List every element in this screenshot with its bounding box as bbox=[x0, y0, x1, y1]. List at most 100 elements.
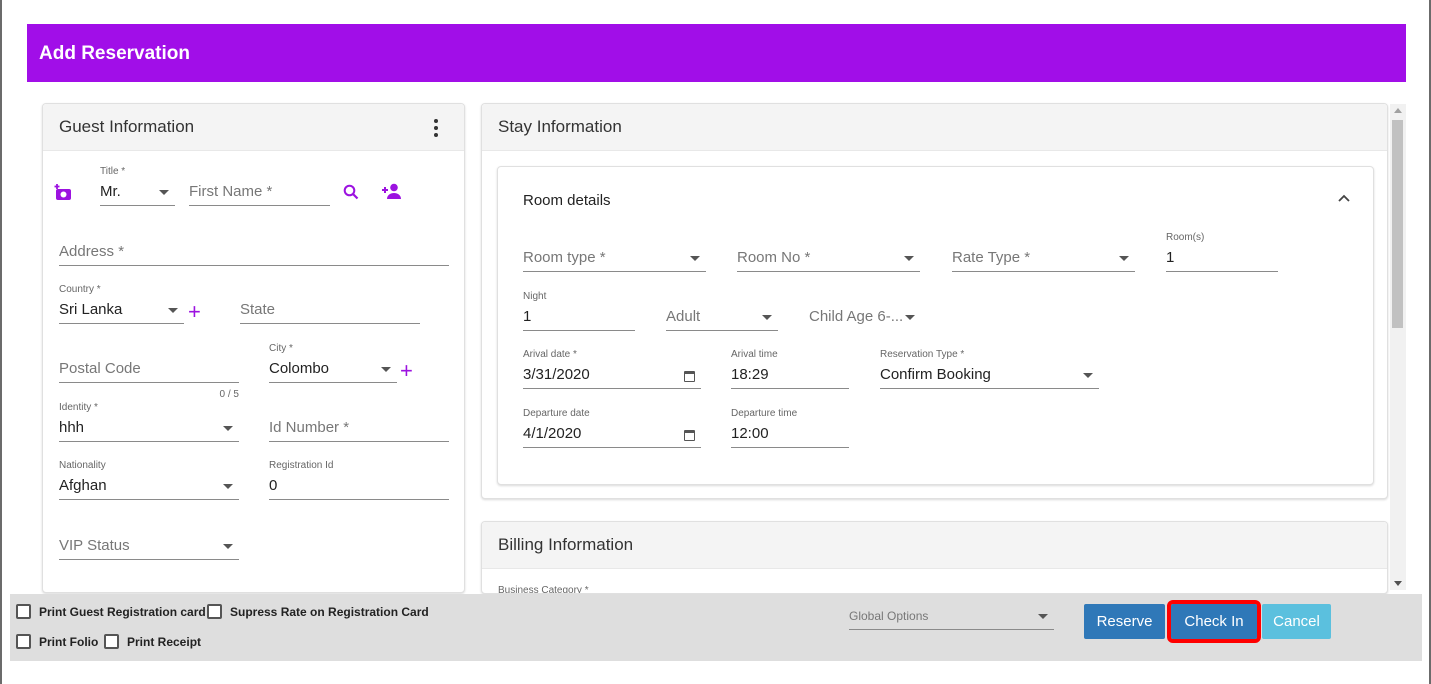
billing-information-header: Billing Information bbox=[482, 522, 1387, 569]
registration-id-value: 0 bbox=[269, 477, 278, 494]
print-guest-registration-label: Print Guest Registration card bbox=[39, 604, 206, 619]
checkbox-icon[interactable] bbox=[104, 634, 119, 649]
state-input[interactable]: State bbox=[240, 284, 420, 324]
dialog-header: Add Reservation bbox=[27, 24, 1406, 82]
departure-date-label: Departure date bbox=[523, 408, 590, 419]
postal-code-placeholder: Postal Code bbox=[59, 360, 141, 377]
check-in-button[interactable]: Check In bbox=[1167, 600, 1261, 643]
reservation-type-label: Reservation Type * bbox=[880, 349, 965, 360]
postal-code-input[interactable]: Postal Code 0 / 5 bbox=[59, 343, 239, 400]
departure-date-input[interactable]: Departure date 4/1/2020 bbox=[523, 408, 701, 448]
checkbox-icon[interactable] bbox=[16, 604, 31, 619]
arrival-time-label: Arival time bbox=[731, 349, 778, 360]
room-no-placeholder: Room No * bbox=[737, 249, 811, 266]
rate-type-select[interactable]: Rate Type * bbox=[952, 232, 1135, 272]
dialog-title: Add Reservation bbox=[39, 43, 190, 64]
registration-id-input[interactable]: Registration Id 0 bbox=[269, 460, 449, 500]
adult-select[interactable]: Adult bbox=[666, 291, 778, 331]
reservation-type-select[interactable]: Reservation Type * Confirm Booking bbox=[880, 349, 1099, 389]
chevron-down-icon bbox=[223, 426, 233, 431]
scroll-up-icon[interactable] bbox=[1394, 108, 1402, 113]
calendar-icon[interactable] bbox=[684, 430, 695, 441]
reservation-type-value: Confirm Booking bbox=[880, 366, 991, 383]
more-vert-icon[interactable] bbox=[432, 118, 440, 138]
room-type-select[interactable]: Room type * bbox=[523, 232, 706, 272]
print-folio-checkbox[interactable]: Print Folio bbox=[16, 634, 98, 649]
stay-information-header: Stay Information bbox=[482, 104, 1387, 151]
postal-code-counter: 0 / 5 bbox=[219, 389, 239, 400]
child-age-select[interactable]: Child Age 6-... bbox=[809, 291, 921, 331]
country-label: Country * bbox=[59, 284, 101, 295]
window-frame-left bbox=[0, 0, 2, 684]
dialog-footer: Print Guest Registration card Supress Ra… bbox=[10, 594, 1422, 661]
person-add-icon[interactable] bbox=[381, 183, 403, 199]
print-guest-registration-checkbox[interactable]: Print Guest Registration card bbox=[16, 604, 206, 619]
business-category-label: Business Category * bbox=[498, 585, 589, 594]
checkbox-icon[interactable] bbox=[16, 634, 31, 649]
global-options-placeholder: Global Options bbox=[849, 609, 929, 623]
departure-date-value: 4/1/2020 bbox=[523, 425, 582, 442]
stay-information-card: Stay Information Room details Room type … bbox=[481, 103, 1388, 499]
chevron-down-icon bbox=[168, 308, 178, 313]
city-value: Colombo bbox=[269, 360, 330, 377]
city-select[interactable]: City * Colombo bbox=[269, 343, 397, 383]
country-select[interactable]: Country * Sri Lanka bbox=[59, 284, 184, 324]
departure-time-label: Departure time bbox=[731, 408, 798, 419]
nationality-value: Afghan bbox=[59, 477, 107, 494]
city-label: City * bbox=[269, 343, 293, 354]
rooms-input[interactable]: Room(s) 1 bbox=[1166, 232, 1278, 272]
nationality-select[interactable]: Nationality Afghan bbox=[59, 460, 239, 500]
checkbox-icon[interactable] bbox=[207, 604, 222, 619]
adult-placeholder: Adult bbox=[666, 308, 701, 325]
title-label: Title * bbox=[100, 166, 126, 177]
address-input[interactable]: Address * bbox=[59, 226, 449, 266]
room-type-placeholder: Room type * bbox=[523, 249, 606, 266]
room-no-select[interactable]: Room No * bbox=[737, 232, 920, 272]
guest-information-card: Guest Information Title * Mr. First Name… bbox=[42, 103, 465, 593]
add-city-icon[interactable]: + bbox=[400, 358, 413, 383]
id-number-input[interactable]: Id Number * bbox=[269, 402, 449, 442]
chevron-down-icon bbox=[223, 544, 233, 549]
guest-information-title: Guest Information bbox=[59, 117, 195, 136]
search-icon[interactable] bbox=[343, 184, 359, 200]
print-receipt-checkbox[interactable]: Print Receipt bbox=[104, 634, 201, 649]
add-photo-icon[interactable] bbox=[54, 183, 74, 203]
chevron-down-icon bbox=[904, 256, 914, 261]
arrival-date-label: Arival date * bbox=[523, 349, 577, 360]
supress-rate-checkbox[interactable]: Supress Rate on Registration Card bbox=[207, 604, 429, 619]
chevron-down-icon bbox=[223, 484, 233, 489]
billing-information-card: Billing Information Business Category * bbox=[481, 521, 1388, 594]
arrival-date-input[interactable]: Arival date * 3/31/2020 bbox=[523, 349, 701, 389]
first-name-input[interactable]: First Name * bbox=[189, 166, 330, 206]
country-value: Sri Lanka bbox=[59, 301, 123, 318]
arrival-date-value: 3/31/2020 bbox=[523, 366, 590, 383]
chevron-down-icon bbox=[1083, 373, 1093, 378]
title-select[interactable]: Title * Mr. bbox=[100, 166, 175, 206]
chevron-down-icon bbox=[905, 315, 915, 320]
guest-information-header: Guest Information bbox=[43, 104, 464, 151]
chevron-down-icon bbox=[381, 367, 391, 372]
chevron-up-icon[interactable] bbox=[1338, 194, 1350, 202]
chevron-down-icon bbox=[1038, 614, 1048, 619]
main-scrollbar[interactable] bbox=[1390, 104, 1406, 590]
night-input[interactable]: Night 1 bbox=[523, 291, 635, 331]
reserve-button[interactable]: Reserve bbox=[1084, 604, 1165, 639]
scroll-thumb[interactable] bbox=[1392, 120, 1403, 328]
supress-rate-label: Supress Rate on Registration Card bbox=[230, 604, 429, 619]
vip-status-select[interactable]: VIP Status bbox=[59, 520, 239, 560]
cancel-button[interactable]: Cancel bbox=[1262, 604, 1331, 639]
calendar-icon[interactable] bbox=[684, 371, 695, 382]
arrival-time-input[interactable]: Arival time 18:29 bbox=[731, 349, 849, 389]
scroll-down-icon[interactable] bbox=[1394, 581, 1402, 586]
address-placeholder: Address * bbox=[59, 243, 125, 260]
identity-label: Identity * bbox=[59, 402, 98, 413]
departure-time-input[interactable]: Departure time 12:00 bbox=[731, 408, 849, 448]
rate-type-placeholder: Rate Type * bbox=[952, 249, 1031, 266]
title-value: Mr. bbox=[100, 183, 121, 200]
nationality-label: Nationality bbox=[59, 460, 106, 471]
global-options-select[interactable]: Global Options bbox=[849, 596, 1054, 630]
add-country-icon[interactable]: + bbox=[188, 299, 201, 324]
chevron-down-icon bbox=[1119, 256, 1129, 261]
billing-information-title: Billing Information bbox=[498, 535, 634, 554]
identity-select[interactable]: Identity * hhh bbox=[59, 402, 239, 442]
